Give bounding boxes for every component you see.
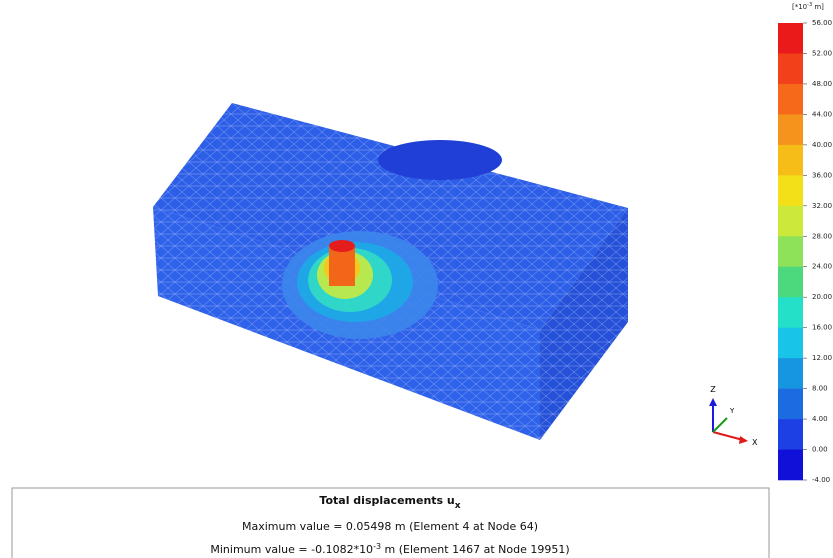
- legend-label: 36.00: [812, 171, 832, 179]
- model: [153, 103, 628, 440]
- legend-band: [778, 175, 803, 206]
- legend-label: 32.00: [812, 202, 832, 210]
- page: Z Y X [*10-3 m] 56.0052.0048.0044.0040.0…: [0, 0, 833, 558]
- legend-band: [778, 236, 803, 267]
- legend-band: [778, 267, 803, 298]
- axis-label: Y: [729, 407, 735, 415]
- legend-label: 44.00: [812, 110, 832, 118]
- legend-label: 12.00: [812, 354, 832, 362]
- min-line: Minimum value = -0.1082*10-3 m (Element …: [210, 542, 569, 556]
- legend-label: 56.00: [812, 19, 832, 27]
- legend-band: [778, 114, 803, 145]
- legend-band: [778, 450, 803, 481]
- min-suffix: m (Element 1467 at Node 19951): [381, 543, 570, 556]
- legend-label: 4.00: [812, 415, 828, 423]
- legend-label: 0.00: [812, 446, 828, 454]
- min-exp: -3: [373, 542, 381, 551]
- legend-band: [778, 358, 803, 389]
- legend-label: 52.00: [812, 49, 832, 57]
- legend-band: [778, 389, 803, 420]
- title-sub: x: [455, 501, 461, 511]
- legend-label: 8.00: [812, 385, 828, 393]
- axis-label: Z: [710, 385, 716, 394]
- unit-suffix: m]: [812, 3, 824, 11]
- min-prefix: Minimum value = -0.1082*10: [210, 543, 373, 556]
- unit-prefix: [*10: [792, 3, 807, 11]
- legend-label: 24.00: [812, 263, 832, 271]
- legend-label: 48.00: [812, 80, 832, 88]
- legend-label: 40.00: [812, 141, 832, 149]
- legend-band: [778, 23, 803, 54]
- legend-band: [778, 297, 803, 328]
- legend-band: [778, 53, 803, 84]
- legend-band: [778, 206, 803, 237]
- legend-band: [778, 328, 803, 359]
- axis-label: X: [752, 438, 758, 447]
- legend-band: [778, 419, 803, 450]
- legend-label: 16.00: [812, 324, 832, 332]
- max-line: Maximum value = 0.05498 m (Element 4 at …: [242, 520, 538, 533]
- legend-unit: [*10-3 m]: [792, 2, 824, 11]
- color-legend: 56.00 52.00 48.00 44.00 40.00 36.00 32.00 28.00…: [778, 19, 832, 484]
- legend-band: [778, 145, 803, 176]
- title-main: Total displacements u: [319, 494, 454, 507]
- viewport: Z Y X [*10-3 m] 56.0052.0048.0044.0040.0…: [0, 0, 833, 558]
- axis-triad: Z Y X: [709, 385, 758, 447]
- legend-label: 20.00: [812, 293, 832, 301]
- legend-label: -4.00: [812, 476, 830, 484]
- legend-band: [778, 84, 803, 115]
- legend-label: 28.00: [812, 232, 832, 240]
